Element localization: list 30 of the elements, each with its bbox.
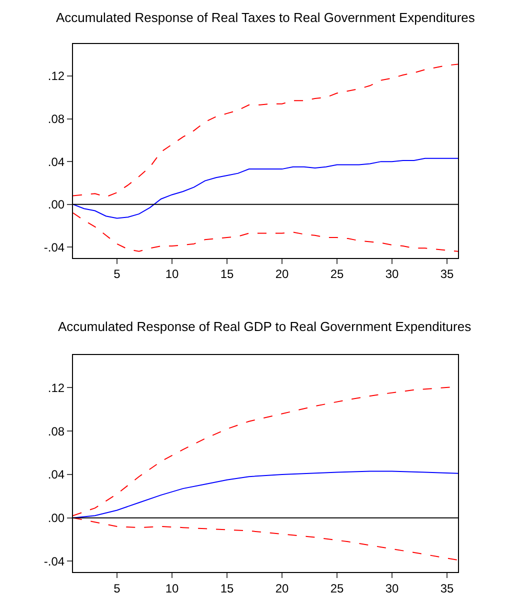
x-tick-label: 20 (275, 581, 289, 594)
chart-title: Accumulated Response of Real GDP to Real Government Expenditures (58, 319, 472, 334)
line-series (73, 470, 458, 518)
y-tick-label: -.04 (44, 240, 65, 254)
x-tick-label: 10 (165, 581, 179, 594)
x-tick-label: 20 (275, 267, 289, 282)
x-tick-label: 30 (385, 581, 399, 594)
x-tick-label: 35 (440, 581, 454, 594)
y-tick-label: .08 (48, 424, 65, 438)
x-tick-label: 15 (220, 581, 234, 594)
line-series (73, 212, 458, 252)
y-tick-label: .08 (48, 112, 65, 126)
x-tick-label: 5 (114, 267, 121, 282)
x-tick-label: 30 (385, 267, 399, 282)
x-tick-label: 25 (330, 267, 344, 282)
y-tick-label: .12 (48, 69, 65, 84)
y-tick-label: .12 (48, 380, 65, 395)
x-tick-label: 35 (440, 267, 454, 282)
y-tick-label: -.04 (44, 554, 65, 568)
x-tick-label: 25 (330, 581, 344, 594)
y-tick-label: .04 (48, 468, 65, 482)
x-tick-label: 10 (165, 267, 179, 282)
chart-title: Accumulated Response of Real Taxes to Real Government Expenditures (56, 10, 476, 25)
y-tick-label: .00 (48, 198, 65, 212)
line-series (73, 64, 458, 198)
y-tick-label: .04 (48, 154, 65, 169)
y-tick-label: .00 (48, 511, 65, 526)
x-tick-label: 5 (114, 581, 121, 594)
x-tick-label: 15 (220, 267, 234, 282)
line-series (73, 158, 458, 219)
